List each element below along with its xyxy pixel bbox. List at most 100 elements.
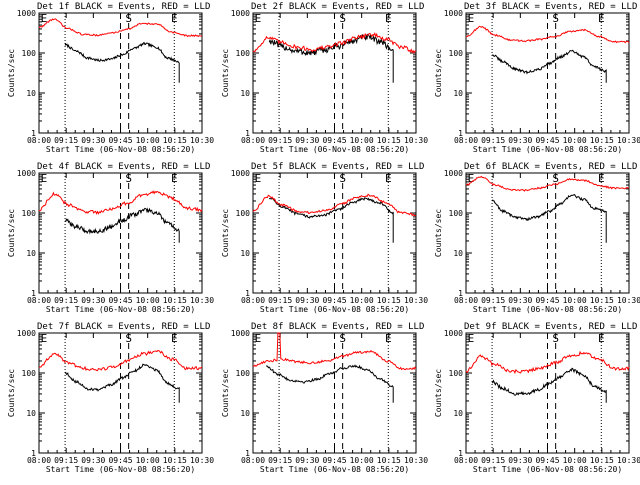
events-series-line [491, 49, 607, 83]
detector-panel-9: Det 9f BLACK = Events, RED = LLD 1 10 100 10… [434, 322, 640, 474]
y-axis-label: Counts/sec [434, 209, 443, 257]
y-axis-label: Counts/sec [221, 369, 230, 417]
x-tick-label: 08:00 [27, 456, 51, 465]
time-marker-letter: E [171, 12, 178, 25]
y-tick-label: 10 [26, 409, 36, 418]
y-tick-label: 1000 [444, 169, 463, 178]
y-tick-label: 1000 [444, 9, 463, 18]
panel-title: Det 5f BLACK = Events, RED = LLD [251, 162, 424, 172]
panel-title: Det 1f BLACK = Events, RED = LLD [37, 2, 210, 12]
x-tick-label: 09:30 [295, 456, 319, 465]
time-marker-letter: E [598, 12, 605, 25]
x-tick-label: 09:45 [108, 136, 132, 145]
y-tick-label: 1000 [17, 329, 36, 338]
y-axis-label: Counts/sec [7, 49, 16, 97]
x-tick-label: 10:30 [617, 456, 640, 465]
x-axis-label: Start Time (06-Nov-08 08:56:20) [46, 465, 195, 474]
time-marker-letter: S [339, 172, 346, 185]
y-tick-label: 100 [236, 369, 251, 378]
x-tick-label: 08:00 [241, 296, 265, 305]
x-tick-label: 10:15 [377, 136, 401, 145]
x-tick-label: 09:30 [508, 456, 532, 465]
lld-series-line [38, 18, 203, 38]
x-tick-label: 10:30 [617, 136, 640, 145]
x-tick-label: 10:15 [590, 136, 614, 145]
time-marker-letter: E [598, 172, 605, 185]
x-tick-label: 09:45 [322, 136, 346, 145]
y-tick-label: 100 [449, 209, 464, 218]
y-tick-label: 1 [458, 449, 463, 458]
time-marker-letter: E [385, 172, 392, 185]
x-tick-label: 10:00 [350, 296, 374, 305]
y-tick-label: 1 [245, 289, 250, 298]
events-series-line [64, 207, 180, 243]
x-axis-label: Start Time (06-Nov-08 08:56:20) [46, 145, 195, 154]
x-tick-label: 09:45 [322, 456, 346, 465]
time-marker-letter: S [339, 12, 346, 25]
x-tick-label: 10:00 [563, 136, 587, 145]
x-axis-label: Start Time (06-Nov-08 08:56:20) [473, 465, 622, 474]
panel-title: Det 2f BLACK = Events, RED = LLD [251, 2, 424, 12]
time-marker-letter: E [171, 332, 178, 345]
x-tick-label: 10:30 [404, 456, 428, 465]
x-tick-label: 09:15 [54, 456, 78, 465]
y-tick-label: 1000 [444, 329, 463, 338]
y-tick-label: 1000 [231, 9, 250, 18]
time-marker-letter: E [468, 172, 475, 185]
y-axis-label: Counts/sec [221, 49, 230, 97]
panel-title: Det 3f BLACK = Events, RED = LLD [464, 2, 637, 12]
x-tick-label: 10:15 [163, 456, 187, 465]
x-tick-label: 09:45 [535, 456, 559, 465]
x-axis-label: Start Time (06-Nov-08 08:56:20) [260, 465, 409, 474]
time-marker-letter: E [598, 332, 605, 345]
x-tick-label: 10:00 [136, 456, 160, 465]
x-axis-label: Start Time (06-Nov-08 08:56:20) [260, 305, 409, 314]
x-tick-label: 09:30 [81, 296, 105, 305]
y-tick-label: 1 [245, 129, 250, 138]
y-axis-label: Counts/sec [7, 369, 16, 417]
x-tick-label: 10:00 [136, 296, 160, 305]
y-tick-label: 10 [26, 89, 36, 98]
x-tick-label: 08:00 [454, 456, 478, 465]
x-tick-label: 08:00 [241, 136, 265, 145]
y-tick-label: 100 [22, 209, 37, 218]
x-axis-label: Start Time (06-Nov-08 08:56:20) [473, 305, 622, 314]
x-tick-label: 10:15 [377, 456, 401, 465]
x-axis-label: Start Time (06-Nov-08 08:56:20) [260, 145, 409, 154]
x-tick-label: 10:15 [590, 296, 614, 305]
lld-series-line [252, 193, 417, 217]
detector-panel-2: Det 2f BLACK = Events, RED = LLD 1 10 100 10… [221, 2, 428, 154]
x-tick-label: 09:15 [481, 296, 505, 305]
lld-series-line [465, 350, 630, 375]
y-axis-label: Counts/sec [7, 209, 16, 257]
lld-series-line [38, 349, 203, 372]
x-tick-label: 10:15 [163, 136, 187, 145]
x-tick-label: 10:00 [350, 456, 374, 465]
y-axis-label: Counts/sec [221, 209, 230, 257]
time-marker-letter: E [468, 12, 475, 25]
x-tick-label: 09:30 [508, 296, 532, 305]
x-tick-label: 10:00 [136, 136, 160, 145]
x-tick-label: 08:00 [454, 296, 478, 305]
x-tick-label: 10:30 [404, 136, 428, 145]
lld-series-line [465, 25, 630, 44]
time-marker-letter: E [41, 332, 48, 345]
x-tick-label: 09:15 [268, 296, 292, 305]
time-marker-letter: E [468, 332, 475, 345]
y-tick-label: 100 [236, 209, 251, 218]
y-tick-label: 10 [453, 249, 463, 258]
y-axis-label: Counts/sec [434, 49, 443, 97]
x-tick-label: 09:15 [54, 136, 78, 145]
panel-title: Det 9f BLACK = Events, RED = LLD [464, 322, 637, 332]
y-tick-label: 100 [236, 49, 251, 58]
y-tick-label: 100 [449, 369, 464, 378]
events-series-line [64, 363, 180, 403]
detector-panel-3: Det 3f BLACK = Events, RED = LLD 1 10 100 10… [434, 2, 640, 154]
events-series-line [266, 364, 394, 403]
y-tick-label: 100 [22, 49, 37, 58]
x-tick-label: 10:00 [563, 456, 587, 465]
detector-panel-7: Det 7f BLACK = Events, RED = LLD 1 10 100 10… [7, 322, 214, 474]
y-axis-label: Counts/sec [434, 369, 443, 417]
panel-title: Det 8f BLACK = Events, RED = LLD [251, 322, 424, 332]
